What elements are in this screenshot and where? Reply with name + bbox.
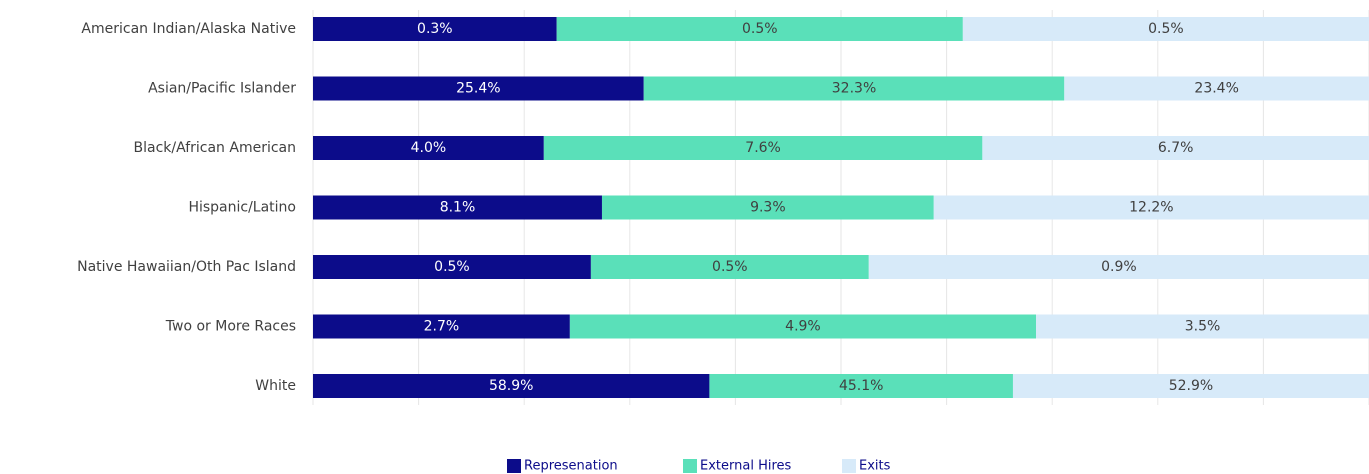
data-label: 6.7% <box>1158 140 1194 156</box>
legend: Represenation External Hires Exits <box>507 459 891 474</box>
data-label: 0.5% <box>1148 21 1184 37</box>
legend-swatch <box>842 459 856 473</box>
y-tick-label: Two or More Races <box>165 319 296 335</box>
legend-swatch <box>507 459 521 473</box>
data-label: 23.4% <box>1194 81 1238 97</box>
y-tick-label: Black/African American <box>134 140 296 156</box>
bar-segment <box>1064 76 1369 101</box>
bar-segment <box>313 17 557 41</box>
y-tick-label: White <box>255 378 296 394</box>
data-label: 2.7% <box>424 319 460 335</box>
bar-segment <box>569 314 1037 339</box>
data-label: 0.5% <box>712 259 748 275</box>
bar-segment <box>933 195 1369 220</box>
bar-segment <box>982 136 1369 160</box>
data-label: 4.9% <box>785 319 821 335</box>
data-label: 0.3% <box>417 21 453 37</box>
legend-label: Represenation <box>524 459 618 474</box>
bar-segment <box>313 255 591 279</box>
data-label: 0.9% <box>1101 259 1137 275</box>
data-label: 0.5% <box>742 21 778 37</box>
bar-segment <box>313 195 602 220</box>
y-tick-label: Native Hawaiian/Oth Pac Island <box>77 259 296 275</box>
bar-segment <box>1012 374 1369 398</box>
data-label: 25.4% <box>456 81 500 97</box>
bar-segment <box>709 374 1013 398</box>
bar-segment <box>590 255 869 279</box>
legend-swatch <box>683 459 697 473</box>
bar-segment <box>313 314 570 339</box>
y-tick-label: American Indian/Alaska Native <box>81 21 296 37</box>
data-label: 45.1% <box>839 378 883 394</box>
bar-segment <box>962 17 1369 41</box>
data-label: 3.5% <box>1185 319 1221 335</box>
bar-segment <box>556 17 963 41</box>
bar-segment <box>643 76 1065 101</box>
data-label: 9.3% <box>750 200 786 216</box>
data-label: 32.3% <box>832 81 876 97</box>
bar-segment <box>313 76 644 101</box>
y-tick-label: Asian/Pacific Islander <box>148 81 296 97</box>
bar-segment <box>313 374 710 398</box>
bar-segment <box>868 255 1369 279</box>
data-label: 7.6% <box>745 140 781 156</box>
bar-segment <box>1036 314 1369 339</box>
data-label: 58.9% <box>489 378 533 394</box>
bar-segment <box>313 136 544 160</box>
data-label: 8.1% <box>440 200 476 216</box>
legend-label: External Hires <box>700 459 792 474</box>
data-label: 52.9% <box>1169 378 1213 394</box>
data-label: 0.5% <box>434 259 470 275</box>
bar-segment <box>543 136 983 160</box>
data-label: 4.0% <box>411 140 447 156</box>
data-label: 12.2% <box>1129 200 1173 216</box>
bar-segment <box>601 195 934 220</box>
legend-label: Exits <box>859 459 891 474</box>
y-tick-label: Hispanic/Latino <box>188 200 296 216</box>
